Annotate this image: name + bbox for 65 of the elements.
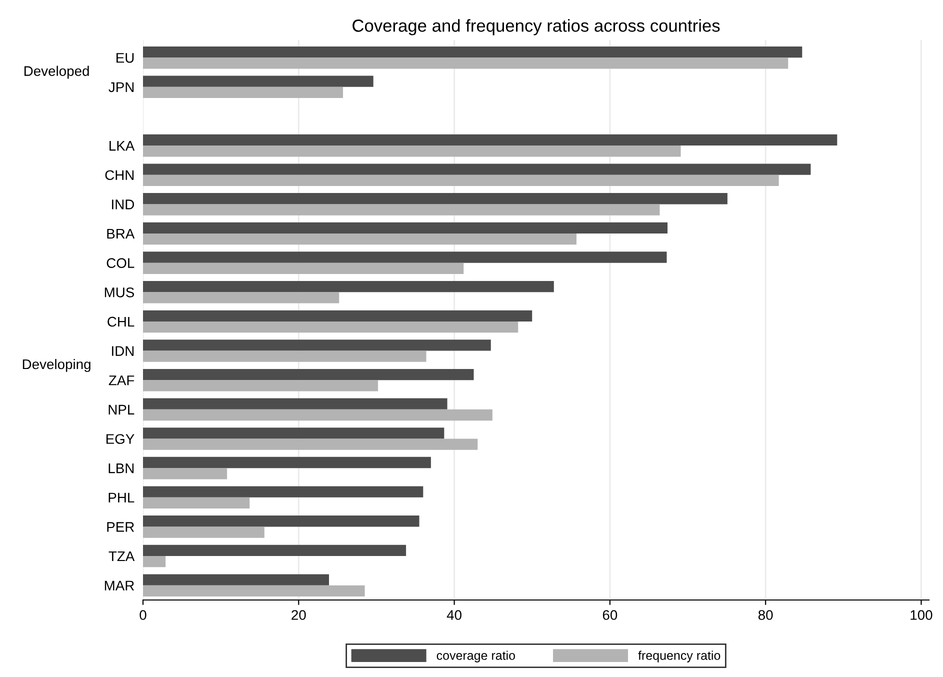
x-tick-label: 0 [140,610,146,620]
bar [143,321,518,333]
x-tick-label: 40 [446,610,462,620]
y-tick-label: PHL [108,492,134,502]
bar [143,468,228,480]
bar [143,368,474,380]
bar [143,574,329,586]
bar [143,456,431,468]
x-tick-label: 20 [292,610,306,620]
y-tick-label: COL [106,258,134,268]
bar [143,76,374,87]
bar [143,380,378,392]
bar [143,222,668,234]
text: Developing [22,358,90,372]
bar [143,281,554,292]
bar [143,86,343,98]
bar [143,526,264,538]
text: coverage ratio [436,650,515,662]
x-tick-label: 100 [910,610,932,620]
chart-title: Coverage and frequency ratios across countries [352,19,720,36]
y-tick-label: JPN [108,82,134,92]
y-tick-label: EU [116,53,134,63]
bar [143,164,811,175]
bar [143,428,444,439]
y-tick-label: MAR [104,580,134,590]
bar [143,252,667,263]
y-tick-label: EGY [106,434,134,444]
bar [143,58,788,69]
bar [143,409,492,421]
y-tick-label: PER [107,522,134,532]
y-tick-label: ZAF [108,376,134,386]
y-tick-label: CHN [105,170,134,180]
bar [143,193,728,204]
y-tick-label: IDN [112,346,134,356]
x-tick-label: 80 [758,610,773,620]
y-tick-label: IND [112,200,134,210]
bar [143,486,424,498]
bar [143,46,802,58]
y-tick-label: CHL [108,316,134,327]
bar [143,204,660,216]
bar [143,340,491,351]
bar [143,516,420,527]
text: frequency ratio [638,650,720,662]
y-tick-label: LBN [108,464,134,474]
bar [143,544,406,556]
y-tick-label: LKA [110,141,135,151]
y-tick-label: NPL [108,404,134,414]
y-tick-label: BRA [107,228,135,239]
bar [143,398,448,410]
bar [143,174,779,186]
y-tick-label: TZA [108,552,135,562]
text: Developed [24,66,89,79]
bar [143,262,464,274]
bar [143,292,340,304]
bar [143,350,426,362]
bar [143,134,838,146]
x-tick-label: 60 [602,610,618,620]
bar [143,556,166,568]
y-tick-label: MUS [104,287,134,298]
bar [143,438,478,450]
bar [143,585,365,596]
bar [143,234,576,245]
bar [143,310,532,322]
bar [143,146,681,157]
bar [143,497,250,509]
